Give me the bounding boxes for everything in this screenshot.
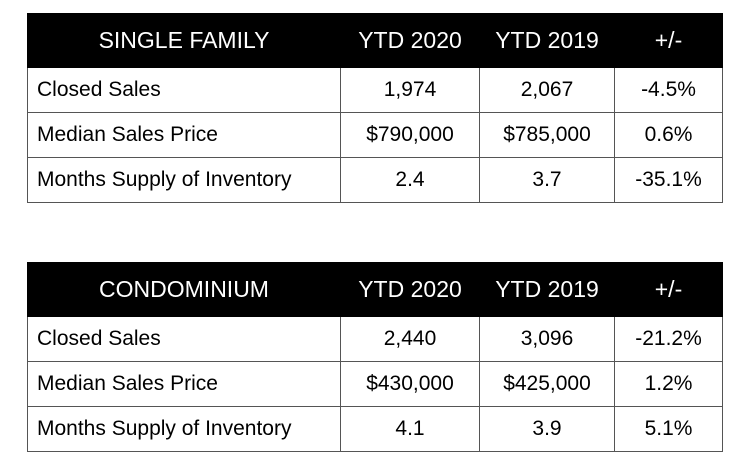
- table-row: Median Sales Price $430,000 $425,000 1.2…: [27, 361, 723, 407]
- change-value: 0.6%: [614, 112, 723, 158]
- ytd-2019-header: YTD 2019: [479, 13, 615, 68]
- ytd-2020-value: 1,974: [340, 67, 480, 113]
- table-row: Months Supply of Inventory 2.4 3.7 -35.1…: [27, 157, 723, 203]
- change-header: +/-: [614, 262, 723, 317]
- metric-label: Closed Sales: [27, 316, 341, 362]
- category-header: SINGLE FAMILY: [27, 13, 341, 68]
- ytd-2020-value: 2.4: [340, 157, 480, 203]
- metric-label: Months Supply of Inventory: [27, 157, 341, 203]
- table-header-row: SINGLE FAMILY YTD 2020 YTD 2019 +/-: [27, 13, 723, 68]
- ytd-2019-value: $785,000: [479, 112, 615, 158]
- table-row: Closed Sales 1,974 2,067 -4.5%: [27, 67, 723, 113]
- ytd-2019-header: YTD 2019: [479, 262, 615, 317]
- table-row: Months Supply of Inventory 4.1 3.9 5.1%: [27, 406, 723, 452]
- change-value: -4.5%: [614, 67, 723, 113]
- metric-label: Median Sales Price: [27, 112, 341, 158]
- category-header: CONDOMINIUM: [27, 262, 341, 317]
- ytd-2020-value: 4.1: [340, 406, 480, 452]
- condominium-table: CONDOMINIUM YTD 2020 YTD 2019 +/- Closed…: [27, 262, 723, 452]
- change-value: 5.1%: [614, 406, 723, 452]
- ytd-2019-value: 3,096: [479, 316, 615, 362]
- table-row: Closed Sales 2,440 3,096 -21.2%: [27, 316, 723, 362]
- ytd-2019-value: 2,067: [479, 67, 615, 113]
- ytd-2020-value: $430,000: [340, 361, 480, 407]
- change-value: -35.1%: [614, 157, 723, 203]
- ytd-2020-header: YTD 2020: [340, 262, 480, 317]
- change-value: -21.2%: [614, 316, 723, 362]
- ytd-2019-value: 3.9: [479, 406, 615, 452]
- change-header: +/-: [614, 13, 723, 68]
- ytd-2019-value: 3.7: [479, 157, 615, 203]
- metric-label: Months Supply of Inventory: [27, 406, 341, 452]
- ytd-2020-value: 2,440: [340, 316, 480, 362]
- ytd-2019-value: $425,000: [479, 361, 615, 407]
- ytd-2020-value: $790,000: [340, 112, 480, 158]
- metric-label: Median Sales Price: [27, 361, 341, 407]
- metric-label: Closed Sales: [27, 67, 341, 113]
- table-row: Median Sales Price $790,000 $785,000 0.6…: [27, 112, 723, 158]
- change-value: 1.2%: [614, 361, 723, 407]
- single-family-table: SINGLE FAMILY YTD 2020 YTD 2019 +/- Clos…: [27, 13, 723, 203]
- table-header-row: CONDOMINIUM YTD 2020 YTD 2019 +/-: [27, 262, 723, 317]
- ytd-2020-header: YTD 2020: [340, 13, 480, 68]
